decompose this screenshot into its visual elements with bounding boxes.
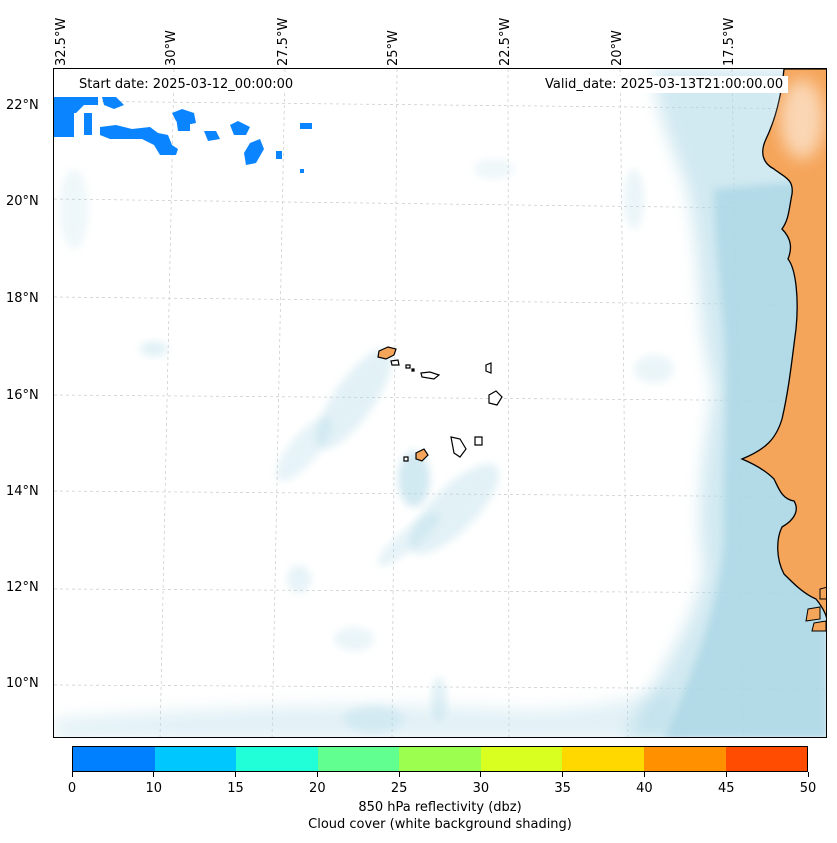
colorbar-tick-mark xyxy=(725,772,727,777)
colorbar-tick-label: 45 xyxy=(717,781,735,796)
cloud-cover-shading xyxy=(54,69,826,737)
map-canvas xyxy=(54,69,826,737)
latitude-label: 22°N xyxy=(6,98,39,113)
latitude-label: 12°N xyxy=(6,580,39,595)
colorbar-segment xyxy=(480,747,563,771)
africa-coastline xyxy=(740,69,826,632)
colorbar-segment xyxy=(643,747,726,771)
longitude-label: 30°W xyxy=(164,30,179,66)
colorbar-tick-mark xyxy=(807,772,809,777)
colorbar-segment xyxy=(236,747,318,771)
longitude-label: 32.5°W xyxy=(54,17,69,66)
colorbar-title: 850 hPa reflectivity (dbz) xyxy=(358,800,522,815)
longitude-label: 25°W xyxy=(386,30,401,66)
colorbar-segment xyxy=(317,747,400,771)
map-plot-area xyxy=(53,68,827,738)
start-date-label: Start date: 2025-03-12_00:00:00 xyxy=(74,76,299,93)
colorbar-tick-label: 10 xyxy=(145,781,163,796)
colorbar-tick-mark xyxy=(562,772,564,777)
longitude-label: 27.5°W xyxy=(276,17,291,66)
colorbar-tick-mark xyxy=(316,772,318,777)
reflectivity-colorbar xyxy=(72,746,808,772)
colorbar-tick-label: 50 xyxy=(799,781,817,796)
colorbar-tick-label: 40 xyxy=(636,781,653,796)
latitude-label: 18°N xyxy=(6,291,39,306)
latitude-label: 20°N xyxy=(6,194,39,209)
colorbar-tick-label: 0 xyxy=(67,781,77,796)
colorbar-tick-mark xyxy=(398,772,400,777)
colorbar-segment xyxy=(562,747,644,771)
colorbar-tick-label: 15 xyxy=(227,781,244,796)
colorbar-tick-mark xyxy=(153,772,155,777)
colorbar-tick-label: 25 xyxy=(390,781,408,796)
colorbar-tick-label: 35 xyxy=(554,781,571,796)
colorbar-segment xyxy=(154,747,237,771)
colorbar-tick-mark xyxy=(480,772,482,777)
cape-verde-islands xyxy=(377,346,503,462)
colorbar-segment xyxy=(725,747,808,771)
colorbar-tick-mark xyxy=(71,772,73,777)
longitude-label: 22.5°W xyxy=(498,17,513,66)
latitude-label: 10°N xyxy=(6,676,39,691)
longitude-label: 20°W xyxy=(610,30,625,66)
latitude-label: 14°N xyxy=(6,484,39,499)
latitude-label: 16°N xyxy=(6,388,39,403)
colorbar-tick-mark xyxy=(643,772,645,777)
longitude-label: 17.5°W xyxy=(722,17,737,66)
valid-date-label: Valid_date: 2025-03-13T21:00:00.00 xyxy=(540,76,789,93)
colorbar-tick-label: 30 xyxy=(472,781,490,796)
colorbar-tick-label: 20 xyxy=(309,781,326,796)
colorbar-subtitle: Cloud cover (white background shading) xyxy=(308,817,572,832)
colorbar-segment xyxy=(399,747,481,771)
colorbar-segment xyxy=(73,747,155,771)
colorbar-tick-mark xyxy=(235,772,237,777)
reflectivity-patches xyxy=(54,97,312,173)
